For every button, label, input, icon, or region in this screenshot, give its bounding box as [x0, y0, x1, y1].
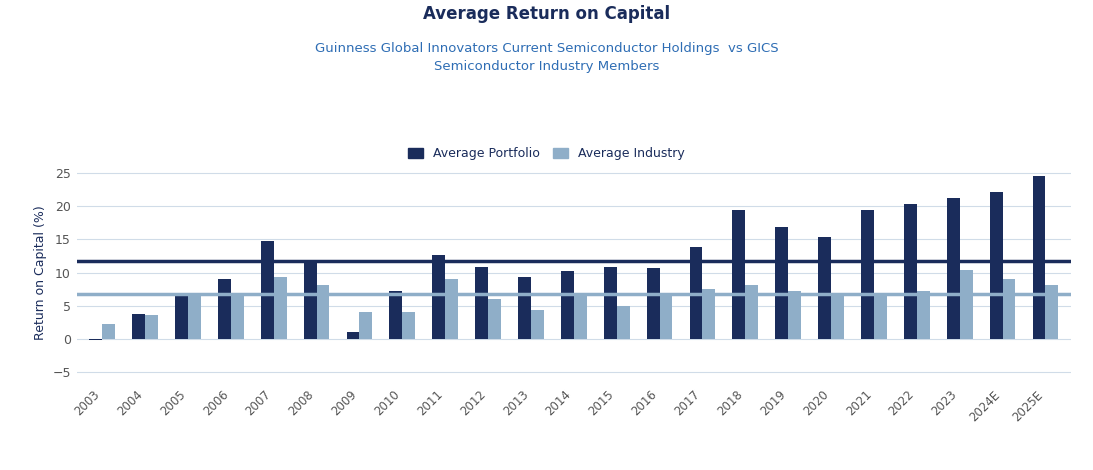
- Bar: [775, 227, 788, 339]
- Bar: [218, 279, 231, 339]
- Bar: [103, 324, 115, 339]
- Bar: [531, 310, 544, 339]
- Bar: [475, 267, 489, 339]
- Bar: [1002, 279, 1015, 339]
- Bar: [616, 306, 630, 339]
- Bar: [989, 192, 1002, 339]
- Bar: [518, 276, 531, 339]
- Bar: [1045, 284, 1058, 339]
- Bar: [703, 289, 715, 339]
- Bar: [90, 339, 103, 340]
- Bar: [561, 271, 574, 339]
- Bar: [647, 268, 659, 339]
- Bar: [917, 291, 930, 339]
- Bar: [132, 314, 145, 339]
- Bar: [402, 313, 415, 339]
- Bar: [960, 270, 973, 339]
- Bar: [861, 210, 874, 339]
- Bar: [346, 332, 360, 339]
- Bar: [659, 296, 672, 339]
- Text: Guinness Global Innovators Current Semiconductor Holdings  vs GICS
Semiconductor: Guinness Global Innovators Current Semic…: [315, 42, 778, 73]
- Bar: [947, 198, 960, 339]
- Bar: [603, 267, 616, 339]
- Bar: [145, 315, 158, 339]
- Bar: [317, 284, 329, 339]
- Bar: [360, 313, 373, 339]
- Bar: [175, 294, 188, 339]
- Bar: [433, 255, 445, 339]
- Bar: [831, 294, 844, 339]
- Legend: Average Portfolio, Average Industry: Average Portfolio, Average Industry: [409, 147, 684, 160]
- Text: Average Return on Capital: Average Return on Capital: [423, 5, 670, 23]
- Bar: [261, 241, 273, 339]
- Bar: [273, 277, 286, 339]
- Bar: [231, 296, 244, 339]
- Bar: [874, 294, 886, 339]
- Bar: [1033, 176, 1045, 339]
- Bar: [904, 204, 917, 339]
- Bar: [788, 291, 801, 339]
- Bar: [732, 210, 745, 339]
- Bar: [304, 263, 317, 339]
- Bar: [445, 279, 458, 339]
- Bar: [819, 237, 831, 339]
- Bar: [574, 296, 587, 339]
- Bar: [690, 247, 703, 339]
- Bar: [389, 290, 402, 339]
- Bar: [489, 299, 501, 339]
- Y-axis label: Return on Capital (%): Return on Capital (%): [34, 205, 47, 340]
- Bar: [188, 295, 201, 339]
- Bar: [745, 284, 759, 339]
